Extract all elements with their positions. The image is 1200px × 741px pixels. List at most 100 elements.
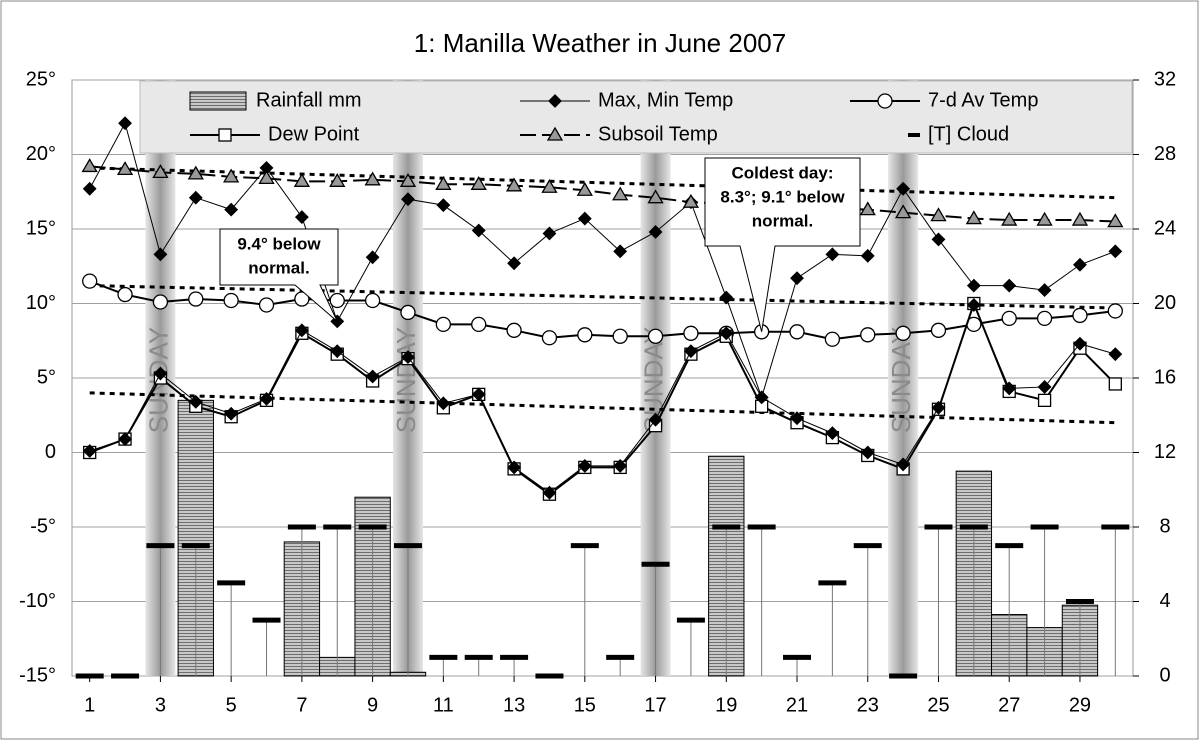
x-tick-label: 13 [503, 694, 525, 716]
point [1001, 211, 1018, 226]
x-tick-label: 17 [644, 694, 666, 716]
point [966, 298, 981, 312]
point [1072, 307, 1088, 324]
point [117, 286, 133, 303]
point [648, 412, 663, 427]
point [152, 164, 169, 179]
callout [704, 157, 861, 332]
point [1073, 336, 1087, 351]
y2-tick-label: 20 [1154, 292, 1176, 314]
point [81, 158, 98, 173]
point [719, 290, 734, 305]
point [471, 316, 487, 333]
legend-label: Max, Min Temp [598, 89, 733, 111]
point [612, 186, 629, 201]
point [188, 291, 204, 307]
point [682, 193, 700, 208]
point [576, 181, 593, 196]
series-line [89, 303, 1116, 494]
point [506, 322, 522, 338]
y-tick-label: -15° [19, 664, 56, 686]
point [152, 294, 169, 310]
point [258, 170, 275, 184]
x-tick-label: 11 [433, 694, 454, 716]
y2-tick-label: 28 [1154, 143, 1176, 165]
point [1037, 380, 1052, 394]
point [1002, 278, 1017, 293]
point [825, 426, 840, 441]
x-tick-label: 5 [226, 694, 237, 716]
y2-tick-label: 8 [1159, 515, 1170, 537]
x-tick-label: 1 [84, 694, 95, 716]
legend-box [139, 80, 1133, 154]
point [188, 190, 203, 205]
point [365, 250, 380, 265]
point [330, 344, 345, 359]
x-tick-label: 23 [857, 694, 879, 716]
point [223, 292, 239, 309]
y2-tick-label: 32 [1154, 68, 1176, 90]
point [470, 176, 487, 190]
point [896, 181, 911, 196]
point [294, 291, 310, 307]
legend-marker [546, 126, 564, 141]
point [1107, 213, 1124, 228]
point [224, 406, 239, 421]
point [542, 485, 557, 500]
legend-swatch [189, 91, 247, 111]
x-tick-label: 27 [998, 694, 1020, 716]
legend-label: 7-d Av Temp [928, 89, 1038, 111]
point [82, 273, 98, 289]
point [683, 325, 699, 341]
point [1071, 211, 1089, 226]
legend-label: [T] Cloud [928, 123, 1009, 145]
point [294, 323, 309, 338]
point [824, 331, 841, 347]
point [647, 189, 664, 204]
y-tick-label: -10° [19, 590, 56, 612]
point [860, 327, 876, 343]
point [294, 210, 309, 224]
point [118, 116, 132, 131]
point [471, 387, 486, 402]
point [896, 457, 911, 472]
point [931, 232, 946, 247]
point [577, 327, 593, 343]
point [1002, 381, 1017, 396]
y2-tick-label: 0 [1159, 664, 1170, 686]
y-tick-label: 10° [26, 292, 56, 314]
x-tick-label: 29 [1069, 694, 1091, 716]
point [153, 247, 168, 262]
point [82, 444, 97, 458]
y-tick-label: 5° [37, 366, 56, 388]
point [930, 322, 947, 338]
point [259, 391, 274, 406]
point [1107, 303, 1123, 319]
point [329, 173, 346, 187]
point [647, 328, 664, 344]
sunday-band [888, 80, 919, 676]
annotation-text: normal. [248, 258, 309, 277]
point [894, 204, 912, 219]
x-tick-label: 9 [367, 694, 378, 716]
point [825, 247, 840, 262]
x-tick-label: 3 [155, 694, 166, 716]
series-line [89, 165, 1116, 223]
point [507, 256, 522, 271]
legend-marker [548, 94, 562, 108]
point [188, 394, 203, 409]
y-tick-label: 15° [26, 217, 56, 239]
point [364, 171, 381, 186]
point [613, 458, 628, 473]
y-tick-label: 20° [26, 143, 56, 165]
point [1073, 257, 1087, 272]
point [223, 168, 240, 183]
point [895, 325, 911, 341]
point [258, 297, 275, 313]
y-tick-label: 0 [45, 441, 56, 463]
series-line [89, 121, 1116, 399]
point [1037, 283, 1052, 298]
point [116, 161, 134, 176]
point [719, 326, 734, 341]
